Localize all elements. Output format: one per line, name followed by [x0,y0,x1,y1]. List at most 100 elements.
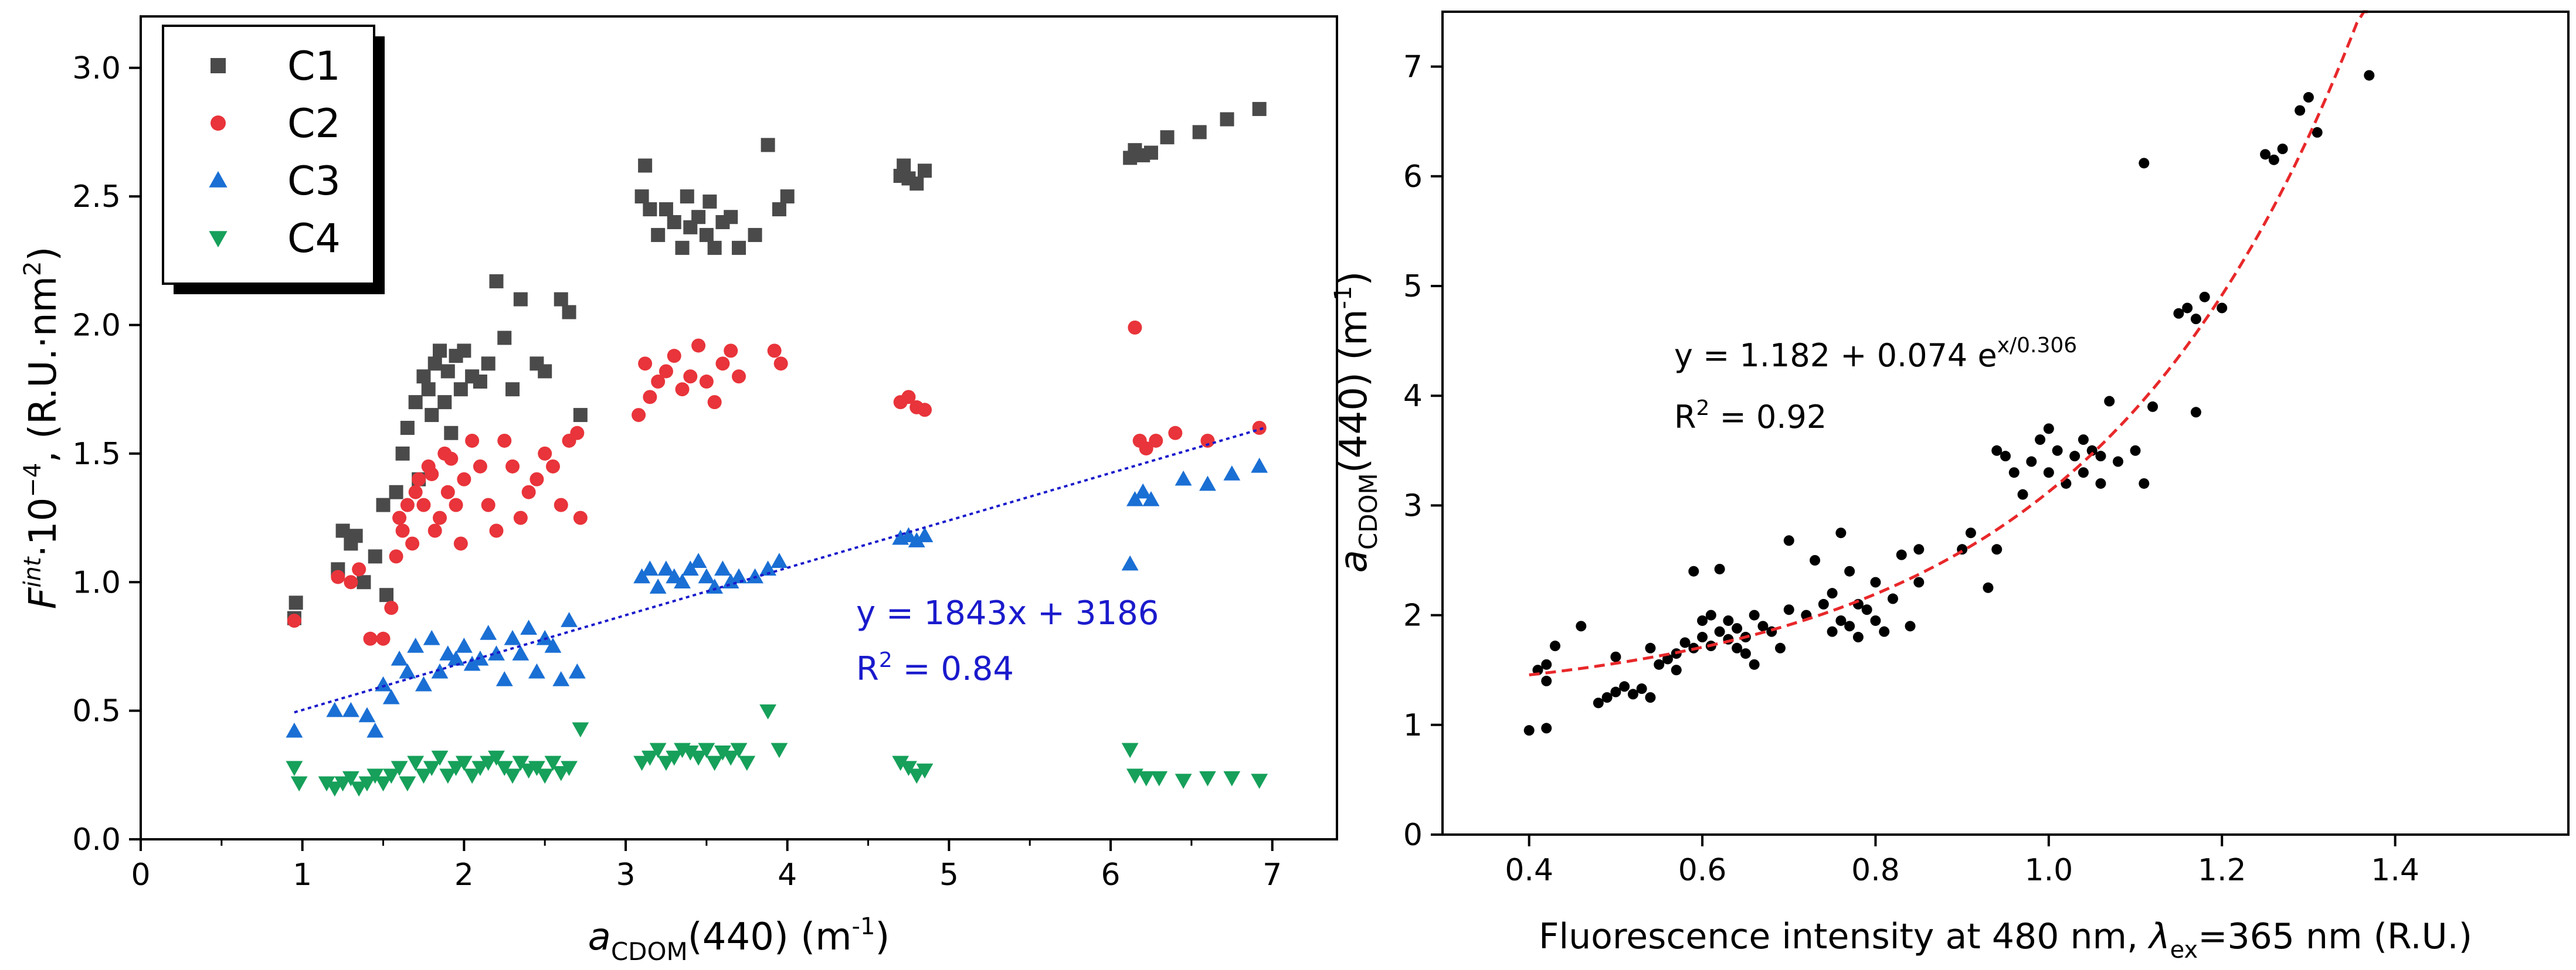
left-point-c2 [683,369,698,384]
left-point-c4 [423,761,440,777]
left-point-c2 [287,614,301,628]
left-point-c4 [722,750,739,766]
left-point-c1 [732,240,746,255]
left-point-c4 [730,743,748,758]
left-data-points [286,101,1268,797]
left-point-c4 [439,768,457,784]
right-r2-text: R2 = 0.92 [1674,396,1827,435]
right-point-samples [2364,70,2375,81]
left-point-c4 [1150,771,1168,787]
left-point-c4 [471,761,489,777]
left-point-c3 [706,578,724,594]
right-point-samples [1523,725,1535,736]
left-point-c1 [748,227,762,242]
left-point-c4 [431,750,449,766]
right-point-samples [2182,302,2193,314]
right-fit-path [1529,10,2371,676]
right-fit-equation: y = 1.182 + 0.074 ex/0.306 R2 = 0.92 [1674,333,2077,435]
left-point-c1 [457,343,471,358]
right-point-samples [1835,527,1847,539]
left-point-c1 [761,138,775,152]
right-point-samples [1991,445,2003,456]
left-point-c4 [290,776,308,792]
left-point-c4 [350,781,368,797]
right-point-samples [1610,686,1621,697]
right-x-tick-label: 0.6 [1678,853,1727,888]
left-point-c3 [690,553,707,568]
left-point-c2 [384,601,399,615]
left-point-c2 [363,631,378,646]
left-y-tick-label: 0.0 [72,822,121,857]
left-point-c2 [638,356,653,371]
right-point-samples [2043,467,2054,478]
left-point-c3 [326,702,344,717]
left-point-c2 [427,523,442,538]
right-point-samples [1749,610,1760,621]
right-point-samples [1965,527,1976,539]
left-point-c2 [545,459,560,474]
left-point-c3 [746,568,763,584]
left-point-c2 [344,575,358,590]
left-point-c1 [505,382,520,397]
left-point-c2 [405,536,420,551]
left-point-c1 [379,588,394,603]
right-point-samples [2147,401,2158,412]
left-point-c4 [399,776,416,792]
left-point-c2 [1252,421,1267,435]
right-x-tick-label: 0.4 [1505,853,1553,888]
right-point-samples [1983,582,1994,593]
right-point-samples [1619,681,1630,692]
left-point-c4 [771,743,788,758]
right-point-samples [1879,626,1890,637]
left-point-c3 [375,676,392,692]
left-point-c1 [433,343,447,358]
left-y-tick-label: 0.5 [72,694,121,729]
left-point-c3 [391,650,408,666]
left-point-c1 [918,164,932,178]
left-point-c2 [1128,320,1142,335]
right-point-samples [2190,407,2201,418]
right-x-tick-label: 1.4 [2371,853,2419,888]
left-point-c3 [633,568,650,584]
left-point-c3 [1223,465,1241,481]
left-point-c3 [382,689,400,704]
left-point-c1 [416,369,431,384]
right-point-samples [1541,659,1552,670]
right-y-tick-label: 7 [1403,50,1423,85]
right-point-samples [1913,577,1925,588]
left-point-c3 [714,560,731,576]
left-point-c2 [643,390,657,404]
left-point-c1 [427,356,442,371]
right-point-samples [1627,689,1638,700]
right-x-tick-label: 0.8 [1851,853,1900,888]
right-point-samples [2035,434,2046,445]
right-point-samples [1896,549,1907,560]
left-r2-text: R2 = 0.84 [856,648,1014,688]
left-point-c4 [512,755,530,771]
legend: C1 C2 C3 C4 [162,25,385,294]
left-point-c4 [759,704,777,720]
left-point-c3 [480,625,497,640]
left-point-c3 [900,527,917,543]
legend-box [162,25,375,285]
left-fit-equation: y = 1843x + 3186 R2 = 0.84 [856,594,1159,688]
left-x-tick-label: 7 [1262,857,1282,893]
left-point-c1 [538,364,552,379]
left-point-c1 [573,408,588,423]
left-point-c2 [489,523,504,538]
left-point-c2 [425,467,439,481]
right-plot-frame [1441,11,2570,836]
left-point-c1 [562,305,576,319]
left-point-c4 [916,763,934,779]
right-point-samples [1532,665,1543,676]
left-point-c2 [554,498,568,512]
left-point-c2 [632,408,646,423]
left-point-c3 [423,629,440,645]
left-point-c3 [771,553,788,568]
right-point-samples [1905,621,1916,632]
left-point-c3 [674,573,691,589]
right-point-samples [2173,308,2184,319]
left-point-c1 [691,210,706,224]
left-point-c4 [415,768,432,784]
right-point-samples [1576,621,1587,632]
